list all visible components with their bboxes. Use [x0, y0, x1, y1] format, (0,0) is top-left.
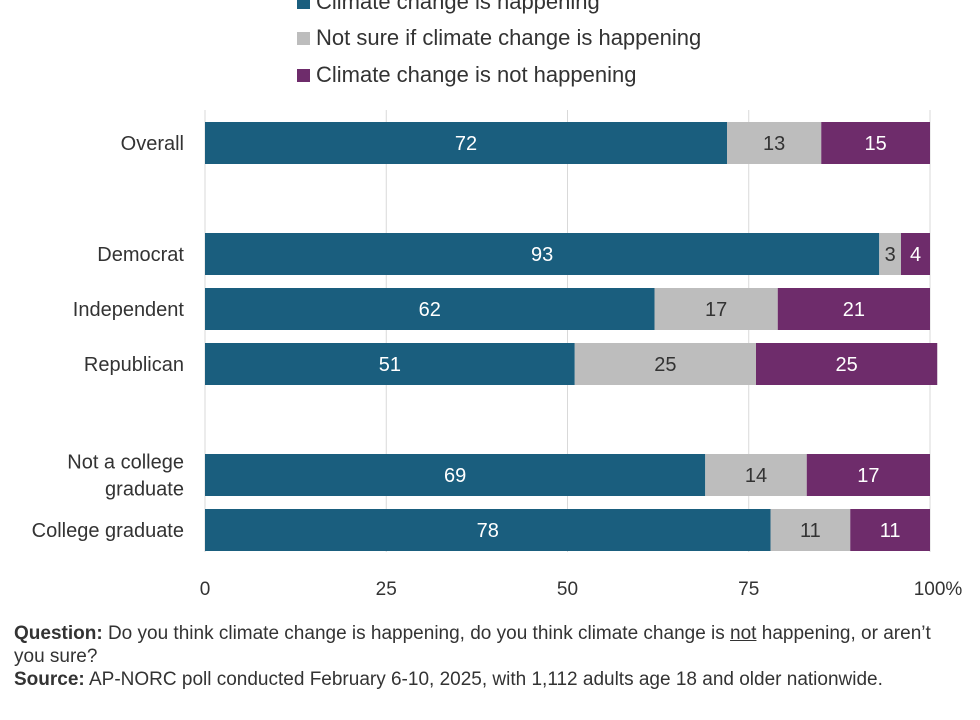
chart-notes: Question: Do you think climate change is…: [14, 622, 954, 691]
category-label: Democrat: [97, 244, 184, 266]
bar-segment: [205, 509, 771, 551]
bar-data-label: 72: [455, 133, 477, 155]
x-tick-unit: %: [945, 579, 962, 600]
category-label: Overall: [121, 133, 184, 155]
source-text: AP-NORC poll conducted February 6-10, 20…: [84, 669, 883, 690]
bar-segment: [756, 343, 938, 385]
bar-data-label: 51: [379, 354, 401, 376]
bar-data-label: 93: [531, 244, 553, 266]
bar-segment: [806, 454, 930, 496]
bar-segment: [727, 122, 822, 164]
bar-segment: [205, 454, 706, 496]
x-axis-ticks: 0 25 50 75 100%: [200, 579, 963, 600]
category-label: Republican: [84, 354, 184, 376]
bar-data-label: 25: [836, 354, 858, 376]
bar-segment: [574, 343, 756, 385]
bar-segment: [654, 288, 778, 330]
bar-data-label: 17: [857, 465, 879, 487]
bar-data-label: 17: [705, 299, 727, 321]
question-note: Question: Do you think climate change is…: [14, 622, 954, 668]
question-underlined-word: not: [730, 623, 757, 644]
bar-data-label: 3: [885, 244, 896, 266]
bar-segment: [901, 233, 930, 275]
x-tick-label-25: 25: [376, 579, 397, 600]
legend: Climate change is happening Not sure if c…: [297, 0, 701, 87]
bar-data-label: 78: [477, 520, 499, 542]
category-label: graduate: [105, 479, 184, 501]
bar-segment: [850, 509, 930, 551]
source-label: Source:: [14, 669, 85, 690]
bar-segment: [821, 122, 930, 164]
bar-data-label: 14: [745, 465, 767, 487]
x-tick-label-100: 100%: [914, 579, 963, 600]
bar-data-label: 21: [843, 299, 865, 321]
question-text-end: happening, or aren’t you sure?: [14, 623, 931, 667]
x-tick-label-0: 0: [200, 579, 211, 600]
question-text-start: Do you think climate change is happening…: [102, 623, 731, 644]
x-tick-label-75: 75: [738, 579, 759, 600]
bar-segment: [205, 343, 575, 385]
bar-data-label: 11: [880, 520, 901, 542]
bar-segment: [205, 288, 655, 330]
bar-segment: [777, 288, 930, 330]
question-label: Question:: [14, 623, 103, 644]
bar-data-label: 11: [800, 520, 821, 542]
bar-segment: [705, 454, 807, 496]
source-note: Source: AP-NORC poll conducted February …: [14, 668, 954, 691]
legend-label: Climate change is happening: [316, 0, 600, 14]
bar-data-label: 13: [763, 133, 785, 155]
bar-segment: [205, 122, 727, 164]
category-label: College graduate: [32, 520, 184, 542]
legend-label: Not sure if climate change is happening: [316, 25, 701, 50]
x-tick-label-50: 50: [557, 579, 578, 600]
stacked-bar-chart: 72 13 15 93 3 4 62 17 21 51 25 25 69 14 17 78 11 11 Overa…: [32, 0, 963, 600]
bar-data-label: 62: [419, 299, 441, 321]
legend-swatch: [297, 32, 310, 45]
bar-data-label: 15: [865, 133, 887, 155]
category-labels: Overall Democrat Independent Republican Not …: [32, 133, 185, 542]
bar-data-label: 4: [910, 244, 921, 266]
legend-swatch: [297, 69, 310, 82]
bars: 72 13 15 93 3 4 62 17 21 51 25 25 69 14 17 78 11 11: [205, 122, 938, 551]
category-label: Not a college: [67, 452, 184, 474]
category-label: Independent: [73, 299, 185, 321]
bar-data-label: 25: [654, 354, 676, 376]
bar-segment: [205, 233, 880, 275]
legend-swatch: [297, 0, 310, 9]
bar-data-label: 69: [444, 465, 466, 487]
legend-label: Climate change is not happening: [316, 62, 636, 87]
bar-segment: [770, 509, 851, 551]
bar-segment: [879, 233, 901, 275]
